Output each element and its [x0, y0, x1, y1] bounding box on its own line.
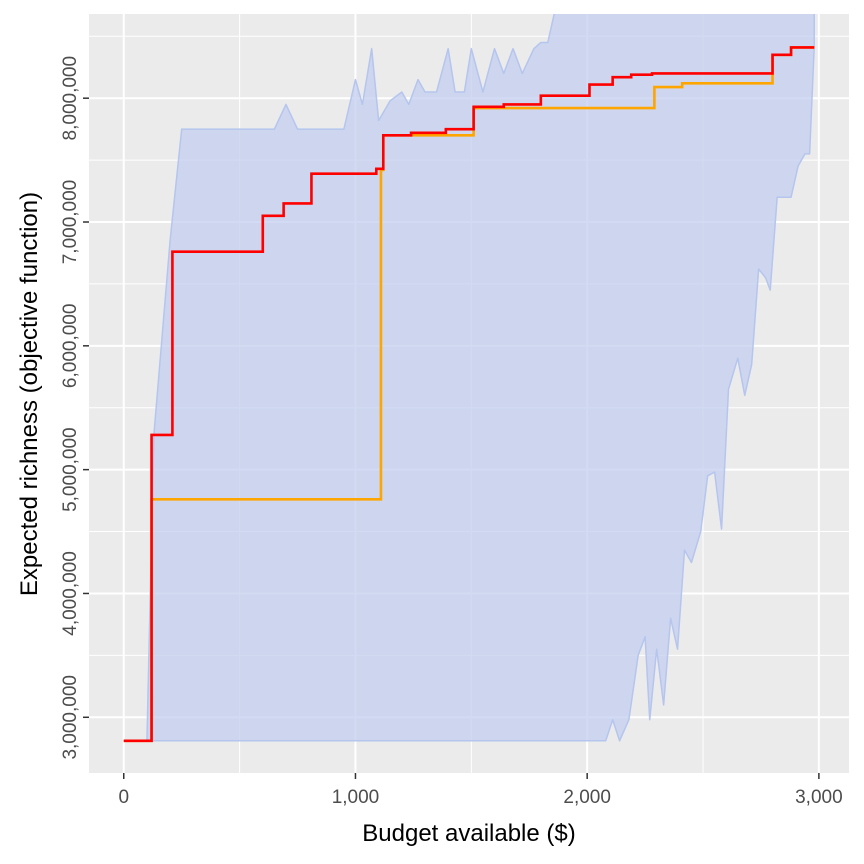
y-tick-label: 5,000,000	[60, 427, 81, 512]
x-tick-label: 2,000	[563, 787, 611, 808]
solution-range-ribbon	[146, 14, 815, 742]
series-layer	[123, 46, 815, 743]
y-axis: 3,000,000 4,000,000 5,000,000 6,000,000 7,00…	[60, 56, 89, 760]
series-line-2	[123, 46, 815, 743]
y-tick-label: 7,000,000	[60, 180, 81, 265]
y-tick-label: 3,000,000	[60, 675, 81, 760]
x-axis: 0 1,000 2,000 3,000	[118, 773, 843, 808]
y-tick-label: 4,000,000	[60, 551, 81, 636]
x-tick-label: 0	[118, 787, 129, 808]
x-tick-label: 1,000	[332, 787, 380, 808]
y-tick-label: 6,000,000	[60, 304, 81, 389]
x-axis-title: Budget available ($)	[362, 820, 575, 847]
y-tick-label: 8,000,000	[60, 56, 81, 141]
x-tick-label: 3,000	[795, 787, 843, 808]
y-axis-title: Expected richness (objective function)	[16, 192, 43, 596]
